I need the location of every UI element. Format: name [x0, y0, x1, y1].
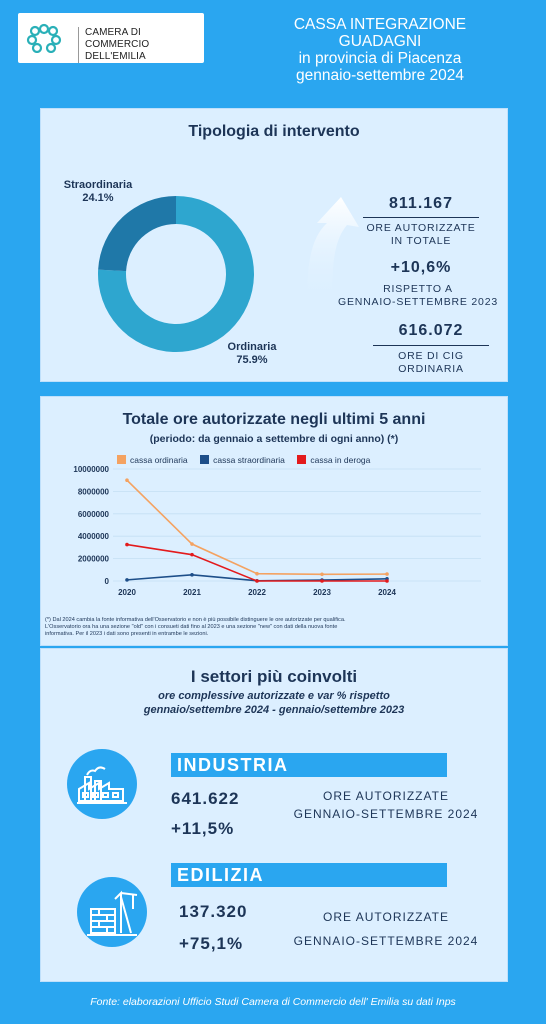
- data-point: [190, 542, 194, 546]
- total-caption-l1: ORE AUTORIZZATE: [366, 222, 476, 234]
- cig-caption: ORE DI CIG ORDINARIA: [363, 350, 499, 376]
- industria-change: +11,5%: [171, 819, 235, 838]
- chamber-logo-icon: [26, 23, 62, 53]
- data-point: [190, 552, 194, 557]
- y-tick-label: 4000000: [78, 532, 110, 541]
- data-point: [385, 579, 389, 583]
- straordinaria-name: Straordinaria: [63, 179, 133, 191]
- industria-bar: INDUSTRIA: [171, 753, 447, 777]
- change-value: +10,6%: [390, 259, 452, 276]
- change-caption-l1: RISPETTO A: [383, 283, 453, 295]
- logo-line-1: CAMERA DI COMMERCIO: [85, 27, 150, 50]
- change-caption: RISPETTO A GENNAIO-SETTEMBRE 2023: [333, 283, 503, 309]
- y-tick-label: 8000000: [78, 487, 110, 496]
- trend-legend: cassa ordinaria cassa straordinaria cass…: [117, 451, 497, 469]
- y-tick-label: 10000000: [73, 465, 109, 474]
- industria-caption-l1: ORE AUTORIZZATE: [323, 789, 449, 803]
- settori-title: I settori più coinvolti: [190, 667, 358, 686]
- trend-title: Totale ore autorizzate negli ultimi 5 an…: [122, 411, 426, 428]
- industria-caption: ORE AUTORIZZATE GENNAIO-SETTEMBRE 2024: [281, 787, 491, 823]
- total-caption: ORE AUTORIZZATE IN TOTALE: [353, 222, 489, 248]
- settori-subtitle: ore complessive autorizzate e var % risp…: [41, 689, 507, 717]
- data-point: [320, 579, 324, 583]
- data-point: [125, 542, 129, 547]
- x-tick-label: 2021: [183, 588, 201, 597]
- total-rule: [363, 217, 479, 218]
- logo-text: CAMERA DI COMMERCIO DELL'EMILIA: [78, 27, 204, 63]
- settori-subtitle-l2: gennaio/settembre 2024 - gennaio/settemb…: [143, 704, 405, 716]
- title-line-4: gennaio-settembre 2024: [295, 67, 465, 84]
- x-tick-label: 2022: [248, 588, 266, 597]
- series-line-deroga: [126, 543, 387, 582]
- edilizia-caption: ORE AUTORIZZATE GENNAIO-SETTEMBRE 2024: [281, 905, 491, 953]
- ordinaria-label: Ordinaria 75.9%: [207, 341, 297, 367]
- y-tick-label: 6000000: [78, 510, 110, 519]
- y-tick-label: 2000000: [78, 555, 110, 564]
- footnote-line-2: L'Osservatorio ora ha una sezione "old" …: [45, 624, 338, 630]
- industria-value: 641.622: [171, 789, 240, 808]
- legend-swatch-deroga: [297, 455, 307, 464]
- edilizia-caption-l2: GENNAIO-SETTEMBRE 2024: [293, 934, 479, 948]
- legend-label-straordinaria: cassa straordinaria: [213, 454, 285, 465]
- logo-line-2: DELL'EMILIA: [85, 51, 146, 62]
- x-tick-label: 2020: [118, 588, 136, 597]
- cig-value: 616.072: [398, 322, 464, 339]
- data-point: [320, 572, 324, 577]
- straordinaria-label: Straordinaria 24.1%: [53, 179, 143, 205]
- donut-slice-ordinaria: [98, 196, 254, 352]
- legend-item-ordinaria: cassa ordinaria: [117, 455, 188, 465]
- data-point: [255, 579, 259, 583]
- x-tick-label: 2024: [378, 588, 396, 597]
- construction-icon: [77, 877, 147, 947]
- data-point: [125, 578, 129, 582]
- trend-line-chart: 10000000 8000000 6000000 4000000 2000000 0 202…: [73, 465, 481, 597]
- cig-rule: [373, 345, 489, 346]
- total-caption-l2: IN TOTALE: [390, 235, 452, 247]
- settori-subtitle-l1: ore complessive autorizzate e var % risp…: [158, 690, 390, 702]
- ordinaria-pct: 75.9%: [236, 354, 268, 366]
- title-line-2: GUADAGNI: [338, 33, 422, 50]
- title-line-3: in provincia di Piacenza: [298, 50, 462, 67]
- trend-panel: Totale ore autorizzate negli ultimi 5 an…: [40, 396, 508, 646]
- legend-item-deroga: cassa in deroga: [297, 455, 370, 465]
- change-caption-l2: GENNAIO-SETTEMBRE 2023: [338, 296, 498, 308]
- title-line-1: CASSA INTEGRAZIONE: [293, 16, 467, 33]
- tipologia-panel: Tipologia di intervento Straordinaria 24…: [40, 108, 508, 382]
- x-tick-label: 2023: [313, 588, 331, 597]
- edilizia-value: 137.320: [179, 902, 248, 921]
- factory-icon: [67, 749, 137, 819]
- data-point: [190, 573, 194, 577]
- series-line-ordinaria: [126, 479, 388, 576]
- donut-chart: [98, 196, 254, 352]
- ordinaria-name: Ordinaria: [227, 341, 277, 353]
- industria-caption-l2: GENNAIO-SETTEMBRE 2024: [293, 807, 479, 821]
- trend-footnote: (*) Dal 2024 cambia la fonte informativa…: [45, 617, 503, 638]
- edilizia-caption-l1: ORE AUTORIZZATE: [323, 910, 449, 924]
- y-tick-label: 0: [105, 577, 110, 586]
- edilizia-change: +75,1%: [179, 934, 244, 953]
- up-arrow-icon: [307, 197, 359, 303]
- total-hours-value: 811.167: [389, 195, 453, 212]
- legend-swatch-straordinaria: [200, 455, 210, 464]
- footnote-line-3: informativa. Per il 2023 i dati sono pre…: [45, 631, 209, 637]
- straordinaria-pct: 24.1%: [82, 192, 114, 204]
- page-title: CASSA INTEGRAZIONE GUADAGNI in provincia…: [230, 16, 530, 84]
- donut-slice-straordinaria: [98, 196, 176, 272]
- cig-caption-l2: ORDINARIA: [398, 363, 464, 375]
- legend-swatch-ordinaria: [117, 455, 126, 464]
- trend-subtitle: (periodo: da gennaio a settembre di ogni…: [149, 433, 399, 445]
- data-point: [255, 571, 259, 576]
- footnote-line-1: (*) Dal 2024 cambia la fonte informativa…: [45, 617, 346, 623]
- data-point: [125, 478, 129, 482]
- cig-caption-l1: ORE DI CIG: [398, 350, 464, 362]
- legend-item-straordinaria: cassa straordinaria: [200, 455, 285, 465]
- tipologia-title: Tipologia di intervento: [188, 123, 360, 140]
- settori-panel: I settori più coinvolti ore complessive …: [40, 648, 508, 982]
- logo-box: CAMERA DI COMMERCIO DELL'EMILIA: [18, 13, 204, 63]
- legend-label-deroga: cassa in deroga: [310, 454, 371, 465]
- source-note: Fonte: elaborazioni Ufficio Studi Camera…: [90, 996, 456, 1008]
- edilizia-bar: EDILIZIA: [171, 863, 447, 887]
- data-point: [385, 572, 389, 576]
- legend-label-ordinaria: cassa ordinaria: [130, 454, 188, 465]
